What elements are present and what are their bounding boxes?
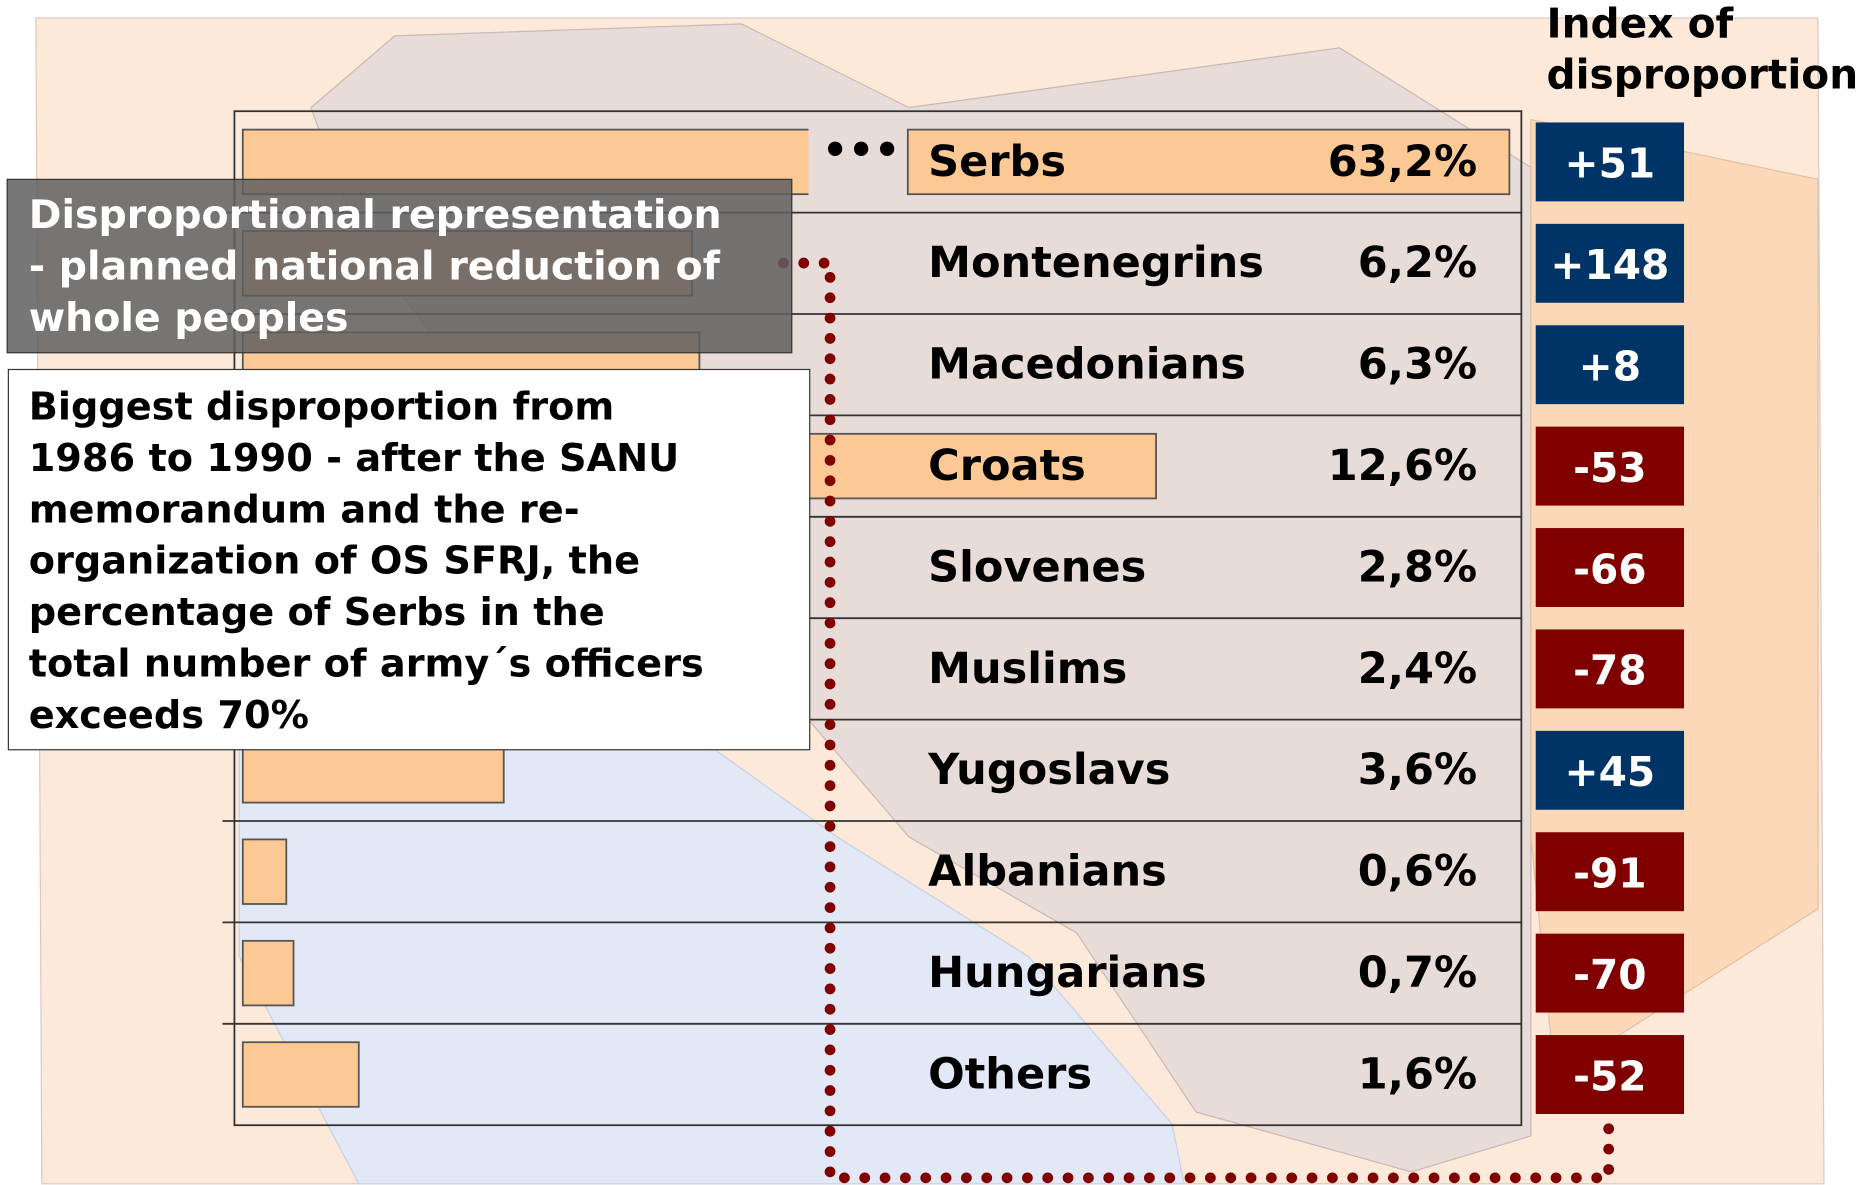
category-label: Hungarians xyxy=(928,948,1207,998)
category-label: Albanians xyxy=(928,847,1167,897)
value-label: 63,2% xyxy=(1328,137,1477,187)
value-label: 0,6% xyxy=(1358,847,1477,897)
index-label: -70 xyxy=(1573,951,1646,999)
index-title: disproportion xyxy=(1546,51,1858,99)
value-label: 2,8% xyxy=(1358,542,1477,592)
annotation-text: total number of army´s officers xyxy=(29,642,704,687)
index-box xyxy=(1535,730,1685,810)
index-label: -91 xyxy=(1573,849,1646,897)
index-box xyxy=(1535,426,1685,506)
value-label: 6,3% xyxy=(1358,340,1477,390)
annotation-text: 1986 to 1990 - after the SANU xyxy=(29,436,680,481)
category-label: Serbs xyxy=(928,137,1066,187)
value-label: 12,6% xyxy=(1328,441,1477,491)
annotation-text: exceeds 70% xyxy=(29,693,309,738)
value-label: 1,6% xyxy=(1358,1049,1477,1099)
index-box xyxy=(1535,528,1685,607)
label-box xyxy=(906,128,1511,196)
index-label: +45 xyxy=(1565,748,1656,796)
annotation-box xyxy=(6,178,793,354)
annotation-box xyxy=(7,368,811,751)
index-label: -78 xyxy=(1573,647,1646,695)
annotation-text: - planned national reduction of xyxy=(29,244,721,290)
category-label: Muslims xyxy=(928,644,1127,694)
index-label: -52 xyxy=(1573,1052,1646,1100)
category-label: Others xyxy=(928,1049,1092,1099)
bar xyxy=(241,838,288,905)
index-title: Index of xyxy=(1546,0,1734,47)
category-label: Slovenes xyxy=(928,542,1146,592)
bar xyxy=(241,939,295,1007)
index-box xyxy=(1535,325,1685,405)
index-box xyxy=(1535,1035,1685,1114)
category-label: Yugoslavs xyxy=(927,745,1170,795)
value-label: 2,4% xyxy=(1358,644,1477,694)
index-label: +51 xyxy=(1565,140,1656,188)
annotation-text: percentage of Serbs in the xyxy=(29,590,605,635)
annotation-text: Disproportional representation xyxy=(29,192,722,238)
annotation-text: Biggest disproportion from xyxy=(29,384,615,429)
index-box xyxy=(1535,629,1685,709)
index-label: -53 xyxy=(1573,444,1646,492)
annotation-text: memorandum and the re- xyxy=(29,487,580,532)
value-label: 3,6% xyxy=(1358,745,1477,795)
bar xyxy=(241,1041,360,1108)
category-label: Macedonians xyxy=(928,340,1246,390)
value-label: 0,7% xyxy=(1358,948,1477,998)
break-dots: ••• xyxy=(822,126,900,174)
index-box xyxy=(1535,933,1685,1013)
index-label: -66 xyxy=(1573,545,1646,593)
index-label: +8 xyxy=(1579,342,1641,390)
index-box xyxy=(1535,223,1685,303)
annotation-text: whole peoples xyxy=(29,295,349,341)
category-label: Croats xyxy=(928,441,1086,491)
category-label: Montenegrins xyxy=(928,238,1264,288)
index-label: +148 xyxy=(1550,241,1669,289)
value-label: 6,2% xyxy=(1358,238,1477,288)
index-box xyxy=(1535,122,1685,202)
annotation-text: organization of OS SFRJ, the xyxy=(29,539,640,584)
index-box xyxy=(1535,832,1685,912)
